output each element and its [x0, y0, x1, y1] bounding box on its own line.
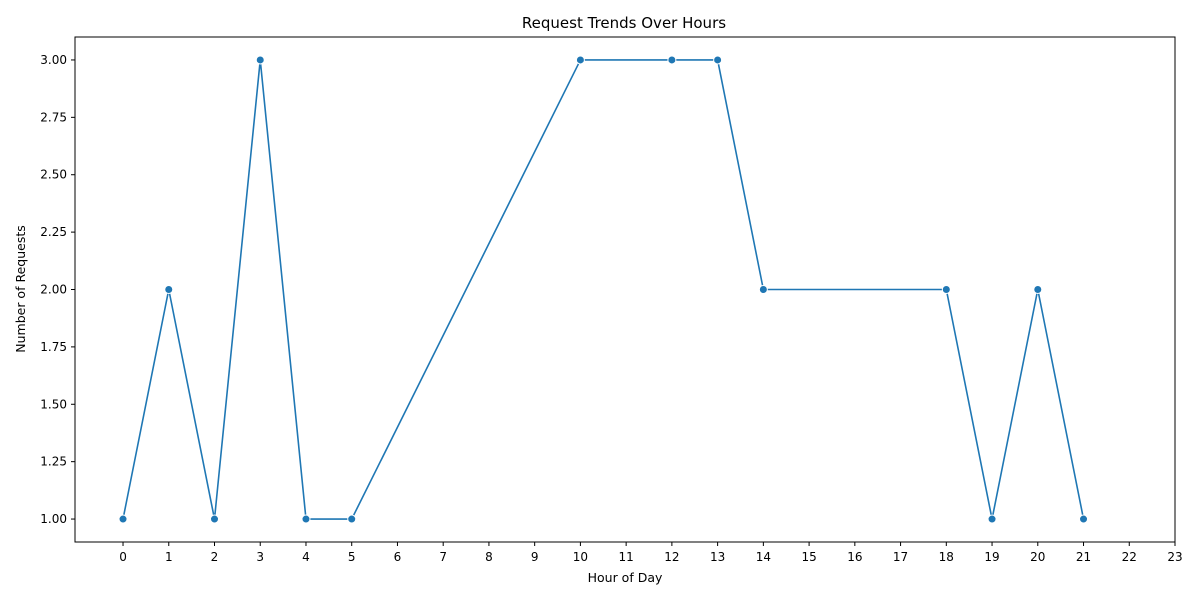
data-point: [941, 285, 951, 294]
y-tick-label: 2.00: [40, 283, 67, 297]
data-point: [713, 55, 723, 65]
x-tick-label: 19: [984, 550, 999, 564]
y-axis-ticks: 1.00 1.25 1.50 1.75 2.00 2.25 2.50 2.75 3.00: [40, 53, 75, 526]
x-tick-label: 6: [394, 550, 402, 564]
y-tick-label: 1.00: [40, 512, 67, 526]
data-point: [255, 55, 265, 65]
x-tick-label: 3: [256, 550, 264, 564]
y-tick-label: 1.25: [40, 455, 67, 469]
data-point: [164, 285, 174, 294]
data-point: [758, 285, 768, 294]
x-tick-label: 2: [211, 550, 219, 564]
y-tick-label: 2.75: [40, 110, 67, 124]
y-tick-label: 1.50: [40, 397, 67, 411]
x-axis-ticks: 0 1 2 3 4 5 6 7 8 9 10 11 12 13 14 15 16 17 18 19 20 21 22 23: [119, 542, 1183, 564]
x-tick-label: 20: [1030, 550, 1045, 564]
data-point: [301, 514, 311, 524]
x-tick-label: 11: [619, 550, 634, 564]
chart-title: Request Trends Over Hours: [522, 14, 726, 32]
x-tick-label: 5: [348, 550, 356, 564]
x-tick-label: 23: [1167, 550, 1182, 564]
data-point: [667, 55, 677, 65]
x-tick-label: 7: [439, 550, 447, 564]
data-point: [347, 514, 357, 524]
series-group: [118, 55, 1089, 524]
x-tick-label: 17: [893, 550, 908, 564]
y-tick-label: 1.75: [40, 340, 67, 354]
x-tick-label: 22: [1122, 550, 1137, 564]
x-tick-label: 9: [531, 550, 539, 564]
x-tick-label: 21: [1076, 550, 1091, 564]
data-point: [118, 514, 128, 524]
x-tick-label: 10: [573, 550, 588, 564]
x-tick-label: 8: [485, 550, 493, 564]
x-tick-label: 18: [939, 550, 954, 564]
x-tick-label: 4: [302, 550, 310, 564]
plot-frame: [74, 36, 1176, 543]
y-tick-label: 2.25: [40, 225, 67, 239]
x-tick-label: 13: [710, 550, 725, 564]
x-tick-label: 14: [756, 550, 771, 564]
x-tick-label: 15: [801, 550, 816, 564]
data-point: [210, 514, 220, 524]
series-line: [122, 59, 1085, 520]
x-tick-label: 12: [664, 550, 679, 564]
data-point: [575, 55, 585, 65]
y-axis-label: Number of Requests: [13, 225, 28, 353]
data-point: [1033, 285, 1043, 294]
x-tick-label: 1: [165, 550, 173, 564]
data-point: [1079, 514, 1089, 524]
y-tick-label: 3.00: [40, 53, 67, 67]
x-tick-label: 16: [847, 550, 862, 564]
x-axis-label: Hour of Day: [588, 570, 663, 585]
data-point: [987, 514, 997, 524]
x-tick-label: 0: [119, 550, 127, 564]
y-tick-label: 2.50: [40, 168, 67, 182]
